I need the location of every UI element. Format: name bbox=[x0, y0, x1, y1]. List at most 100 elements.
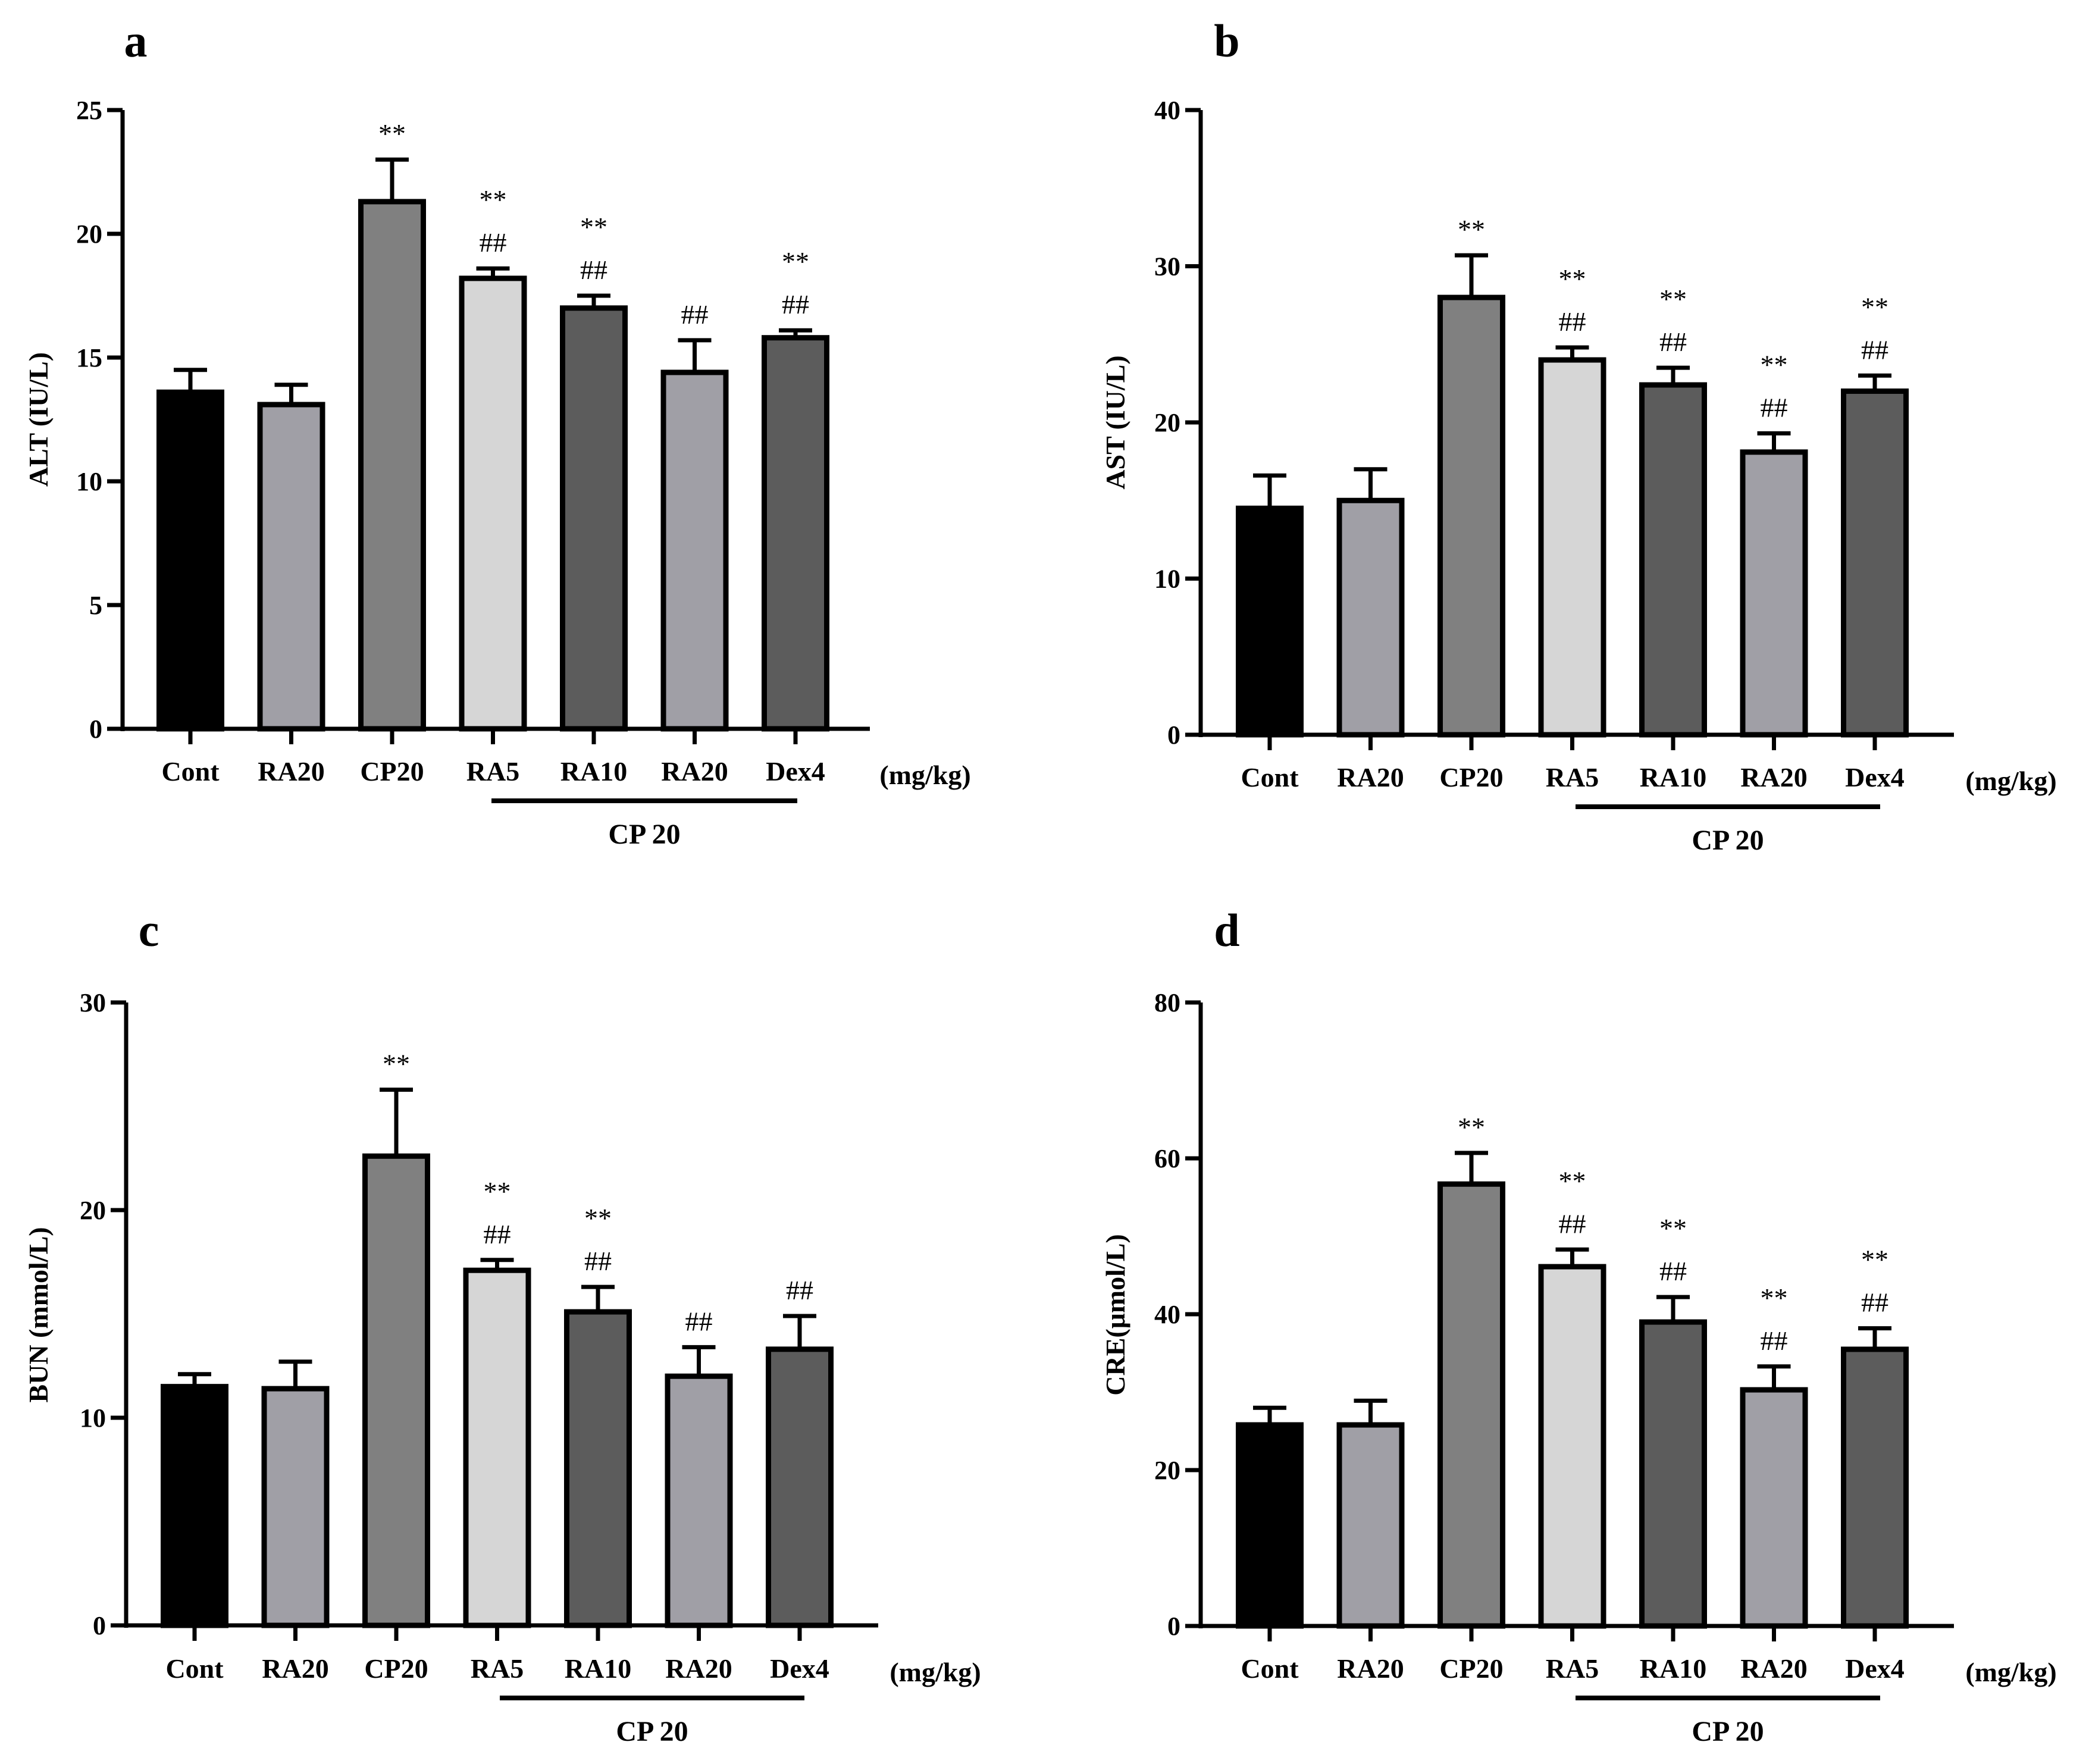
significance-annotation: ** bbox=[1559, 1165, 1586, 1196]
x-category-label: RA10 bbox=[1640, 1653, 1706, 1684]
x-category-label: Cont bbox=[165, 1653, 224, 1684]
bar-cont bbox=[1236, 505, 1304, 738]
y-tick-label: 20 bbox=[1154, 1456, 1180, 1485]
significance-annotation: ## bbox=[1861, 334, 1888, 365]
significance-annotation: ** bbox=[1659, 284, 1687, 314]
significance-annotation: ## bbox=[1761, 392, 1788, 422]
y-tick-label: 0 bbox=[89, 715, 102, 744]
x-category-label: CP20 bbox=[1439, 762, 1503, 792]
unit-label: (mg/kg) bbox=[879, 760, 970, 790]
significance-annotation: ## bbox=[580, 255, 607, 285]
bar-dex4 bbox=[1841, 1346, 1909, 1629]
bar-ra20 bbox=[1336, 497, 1405, 738]
bar-cont bbox=[156, 389, 224, 732]
x-category-label: Dex4 bbox=[770, 1653, 829, 1684]
significance-annotation: ** bbox=[1861, 292, 1888, 322]
x-category-label: RA5 bbox=[1546, 1653, 1599, 1684]
bar-dex4 bbox=[762, 335, 829, 732]
panel-letter: c bbox=[139, 904, 159, 956]
y-tick-label: 5 bbox=[89, 591, 102, 620]
x-category-label: Dex4 bbox=[1845, 1653, 1905, 1684]
significance-annotation: ** bbox=[580, 212, 607, 242]
significance-annotation: ** bbox=[1861, 1245, 1888, 1275]
x-category-label: RA20 bbox=[258, 756, 324, 787]
group-label: CP 20 bbox=[1692, 1716, 1764, 1747]
y-axis-title: CRE(μmol/L) bbox=[1100, 1234, 1130, 1395]
bar-cp20 bbox=[358, 199, 426, 732]
significance-annotation: ** bbox=[1761, 1283, 1788, 1313]
panel-b: b AST (IU/L) 0 10 20 30 40 Cont RA20 CP20 ** RA5 ## *… bbox=[1100, 15, 2057, 856]
bar-dex4 bbox=[1841, 388, 1909, 738]
significance-annotation: ** bbox=[1659, 1213, 1687, 1243]
group-label: CP 20 bbox=[608, 819, 680, 850]
x-category-label: Dex4 bbox=[766, 756, 825, 787]
y-axis-title: ALT (IU/L) bbox=[23, 352, 54, 487]
significance-annotation: ## bbox=[786, 1275, 813, 1305]
unit-label: (mg/kg) bbox=[1965, 1657, 2056, 1687]
y-tick-label: 20 bbox=[76, 220, 102, 249]
bar-ra5 bbox=[459, 275, 527, 732]
bar-ra20 bbox=[1740, 449, 1808, 738]
significance-annotation: ** bbox=[1559, 264, 1586, 294]
y-tick-label: 10 bbox=[1154, 565, 1180, 594]
x-category-label: RA20 bbox=[665, 1653, 732, 1684]
y-tick-label: 25 bbox=[76, 96, 102, 125]
x-category-label: Dex4 bbox=[1845, 762, 1905, 792]
y-axis-title: BUN (mmol/L) bbox=[23, 1227, 54, 1402]
x-category-label: RA20 bbox=[1337, 1653, 1404, 1684]
y-tick-label: 10 bbox=[76, 467, 102, 496]
significance-annotation: ** bbox=[484, 1176, 511, 1207]
panel-letter: b bbox=[1214, 15, 1239, 67]
y-tick-label: 0 bbox=[1167, 1612, 1180, 1641]
y-tick-label: 40 bbox=[1154, 96, 1180, 125]
group-label: CP 20 bbox=[616, 1716, 688, 1747]
significance-annotation: ## bbox=[1761, 1326, 1788, 1356]
significance-annotation: ## bbox=[1861, 1287, 1888, 1318]
unit-label: (mg/kg) bbox=[1965, 766, 2056, 796]
y-tick-label: 10 bbox=[80, 1403, 106, 1433]
panel-a: a ALT (IU/L) 0 5 10 15 20 25 Cont RA20 CP20 ** RA5 ##… bbox=[23, 15, 971, 850]
y-tick-label: 30 bbox=[1154, 252, 1180, 281]
bar-ra20 bbox=[665, 1373, 733, 1628]
bar-ra5 bbox=[1538, 1264, 1606, 1629]
significance-annotation: ## bbox=[584, 1246, 612, 1276]
y-tick-label: 15 bbox=[76, 343, 102, 372]
x-category-label: RA5 bbox=[1546, 762, 1599, 792]
x-category-label: CP20 bbox=[1439, 1653, 1503, 1684]
significance-annotation: ## bbox=[681, 299, 709, 330]
bar-ra20 bbox=[257, 402, 325, 732]
x-category-label: Cont bbox=[1241, 762, 1299, 792]
panel-d: d CRE(μmol/L) 0 20 40 60 80 Cont RA20 CP20 ** RA5 ##… bbox=[1100, 904, 2057, 1747]
x-category-label: RA20 bbox=[1740, 762, 1807, 792]
bar-cp20 bbox=[362, 1153, 430, 1628]
y-tick-label: 20 bbox=[80, 1196, 106, 1225]
significance-annotation: ## bbox=[480, 227, 507, 258]
bar-ra10 bbox=[560, 305, 628, 732]
y-tick-label: 30 bbox=[80, 988, 106, 1017]
x-category-label: CP20 bbox=[360, 756, 424, 787]
x-category-label: RA20 bbox=[262, 1653, 328, 1684]
significance-annotation: ## bbox=[484, 1219, 511, 1249]
y-tick-label: 20 bbox=[1154, 408, 1180, 437]
significance-annotation: ## bbox=[1559, 1208, 1586, 1239]
bar-ra10 bbox=[1639, 1319, 1707, 1629]
y-tick-label: 40 bbox=[1154, 1300, 1180, 1329]
group-label: CP 20 bbox=[1692, 825, 1764, 856]
bar-ra5 bbox=[463, 1267, 531, 1628]
panel-c: c BUN (mmol/L) 0 10 20 30 Cont RA20 CP20 ** RA5 ## *… bbox=[23, 904, 981, 1747]
bar-ra10 bbox=[564, 1309, 632, 1628]
y-tick-label: 0 bbox=[93, 1611, 106, 1640]
panel-letter: a bbox=[124, 15, 148, 67]
bar-ra10 bbox=[1639, 382, 1707, 738]
bar-ra20 bbox=[1336, 1422, 1405, 1629]
x-category-label: Cont bbox=[1241, 1653, 1299, 1684]
y-tick-label: 60 bbox=[1154, 1144, 1180, 1173]
x-category-label: CP20 bbox=[364, 1653, 428, 1684]
significance-annotation: ** bbox=[1761, 349, 1788, 380]
x-category-label: RA5 bbox=[466, 756, 519, 787]
y-axis-title: AST (IU/L) bbox=[1100, 355, 1130, 489]
panel-letter: d bbox=[1214, 904, 1239, 956]
significance-annotation: ** bbox=[383, 1049, 410, 1079]
x-category-label: Cont bbox=[161, 756, 220, 787]
